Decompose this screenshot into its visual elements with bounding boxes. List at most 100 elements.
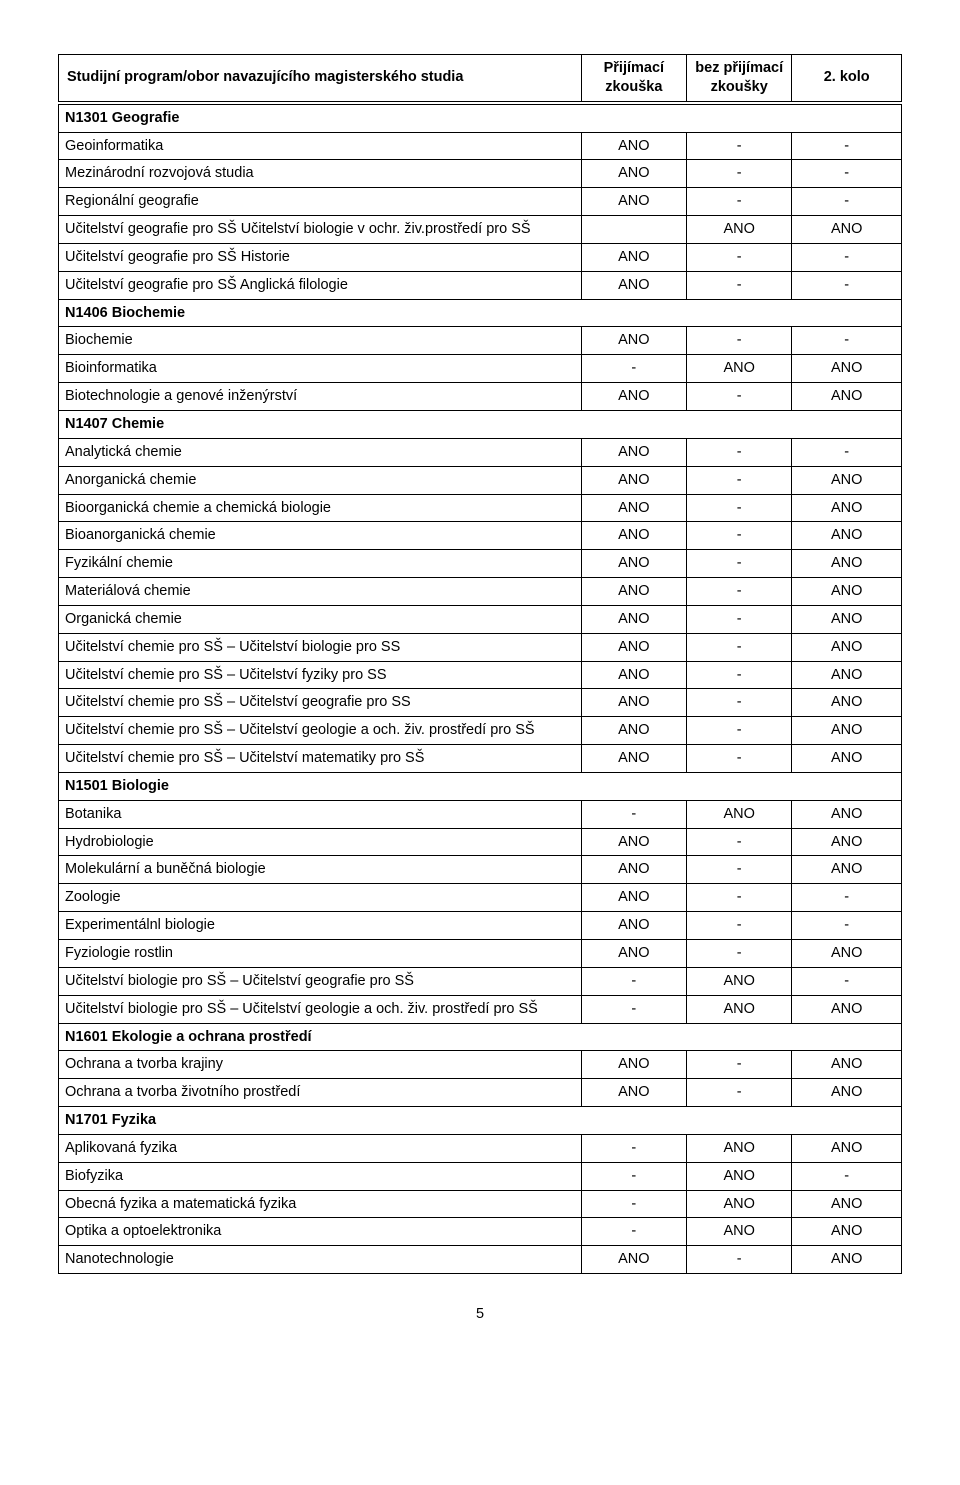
row-label: Regionální geografie [59, 188, 582, 216]
row-label: Bioinformatika [59, 355, 582, 383]
row-label: Organická chemie [59, 605, 582, 633]
cell-c3: ANO [792, 995, 902, 1023]
cell-c2: - [687, 383, 792, 411]
section-row: N1301 Geografie [59, 103, 902, 132]
cell-c2: - [687, 132, 792, 160]
cell-c3: ANO [792, 633, 902, 661]
cell-c3: - [792, 271, 902, 299]
cell-c2: - [687, 1246, 792, 1274]
row-label: Aplikovaná fyzika [59, 1134, 582, 1162]
cell-c3: - [792, 884, 902, 912]
section-row: N1601 Ekologie a ochrana prostředí [59, 1023, 902, 1051]
cell-c1: ANO [581, 550, 686, 578]
row-label: Fyzikální chemie [59, 550, 582, 578]
cell-c2: - [687, 522, 792, 550]
cell-c2: ANO [687, 1218, 792, 1246]
row-label: Učitelství geografie pro SŠ Historie [59, 243, 582, 271]
cell-c3: ANO [792, 800, 902, 828]
cell-c2: ANO [687, 1190, 792, 1218]
cell-c1: ANO [581, 828, 686, 856]
cell-c1: - [581, 1190, 686, 1218]
table-body: N1301 GeografieGeoinformatikaANO--Meziná… [59, 103, 902, 1274]
programs-table: Studijní program/obor navazujícího magis… [58, 54, 902, 1274]
table-row: Botanika-ANOANO [59, 800, 902, 828]
table-row: GeoinformatikaANO-- [59, 132, 902, 160]
cell-c1: ANO [581, 1246, 686, 1274]
table-row: Učitelství biologie pro SŠ – Učitelství … [59, 995, 902, 1023]
cell-c3: ANO [792, 383, 902, 411]
cell-c2: - [687, 717, 792, 745]
cell-c2: - [687, 661, 792, 689]
section-title: N1406 Biochemie [59, 299, 902, 327]
cell-c1: - [581, 1162, 686, 1190]
cell-c1: ANO [581, 243, 686, 271]
cell-c2: - [687, 438, 792, 466]
row-label: Geoinformatika [59, 132, 582, 160]
table-row: Bioinformatika-ANOANO [59, 355, 902, 383]
cell-c2: - [687, 188, 792, 216]
cell-c2: - [687, 605, 792, 633]
table-row: Mezinárodní rozvojová studiaANO-- [59, 160, 902, 188]
cell-c1: ANO [581, 661, 686, 689]
cell-c2: - [687, 884, 792, 912]
section-title: N1407 Chemie [59, 410, 902, 438]
table-row: Biofyzika-ANO- [59, 1162, 902, 1190]
row-label: Botanika [59, 800, 582, 828]
cell-c2: - [687, 856, 792, 884]
cell-c3: ANO [792, 494, 902, 522]
table-row: Učitelství biologie pro SŠ – Učitelství … [59, 967, 902, 995]
cell-c3: - [792, 132, 902, 160]
cell-c3: ANO [792, 1051, 902, 1079]
cell-c3: - [792, 912, 902, 940]
cell-c3: - [792, 243, 902, 271]
table-row: Učitelství chemie pro SŠ – Učitelství ma… [59, 745, 902, 773]
cell-c3: ANO [792, 578, 902, 606]
row-label: Molekulární a buněčná biologie [59, 856, 582, 884]
cell-c1: ANO [581, 745, 686, 773]
table-row: Učitelství chemie pro SŠ – Učitelství bi… [59, 633, 902, 661]
row-label: Ochrana a tvorba krajiny [59, 1051, 582, 1079]
table-row: Anorganická chemieANO-ANO [59, 466, 902, 494]
cell-c2: - [687, 466, 792, 494]
row-label: Učitelství chemie pro SŠ – Učitelství fy… [59, 661, 582, 689]
table-row: Učitelství geografie pro SŠ Učitelství b… [59, 216, 902, 244]
section-row: N1701 Fyzika [59, 1107, 902, 1135]
table-row: Ochrana a tvorba krajinyANO-ANO [59, 1051, 902, 1079]
row-label: Obecná fyzika a matematická fyzika [59, 1190, 582, 1218]
cell-c3: ANO [792, 550, 902, 578]
row-label: Bioanorganická chemie [59, 522, 582, 550]
cell-c1: - [581, 995, 686, 1023]
cell-c1: ANO [581, 856, 686, 884]
cell-c3: ANO [792, 355, 902, 383]
section-row: N1406 Biochemie [59, 299, 902, 327]
cell-c2: - [687, 1051, 792, 1079]
cell-c1: ANO [581, 884, 686, 912]
header-round2: 2. kolo [792, 55, 902, 103]
row-label: Bioorganická chemie a chemická biologie [59, 494, 582, 522]
cell-c1: ANO [581, 1079, 686, 1107]
cell-c3: ANO [792, 745, 902, 773]
row-label: Analytická chemie [59, 438, 582, 466]
cell-c3: ANO [792, 1079, 902, 1107]
cell-c1: ANO [581, 940, 686, 968]
table-row: Obecná fyzika a matematická fyzika-ANOAN… [59, 1190, 902, 1218]
section-title: N1501 Biologie [59, 772, 902, 800]
row-label: Učitelství geografie pro SŠ Anglická fil… [59, 271, 582, 299]
header-noexam: bez přijímací zkoušky [687, 55, 792, 103]
table-header-row: Studijní program/obor navazujícího magis… [59, 55, 902, 103]
cell-c1: ANO [581, 160, 686, 188]
cell-c1: ANO [581, 383, 686, 411]
table-row: Fyziologie rostlinANO-ANO [59, 940, 902, 968]
cell-c1: ANO [581, 522, 686, 550]
cell-c1: - [581, 1218, 686, 1246]
cell-c2: ANO [687, 995, 792, 1023]
cell-c1: - [581, 355, 686, 383]
table-row: Učitelství chemie pro SŠ – Učitelství fy… [59, 661, 902, 689]
cell-c3: ANO [792, 689, 902, 717]
section-title: N1601 Ekologie a ochrana prostředí [59, 1023, 902, 1051]
row-label: Fyziologie rostlin [59, 940, 582, 968]
cell-c3: ANO [792, 605, 902, 633]
row-label: Hydrobiologie [59, 828, 582, 856]
section-row: N1407 Chemie [59, 410, 902, 438]
page-number: 5 [58, 1306, 902, 1322]
